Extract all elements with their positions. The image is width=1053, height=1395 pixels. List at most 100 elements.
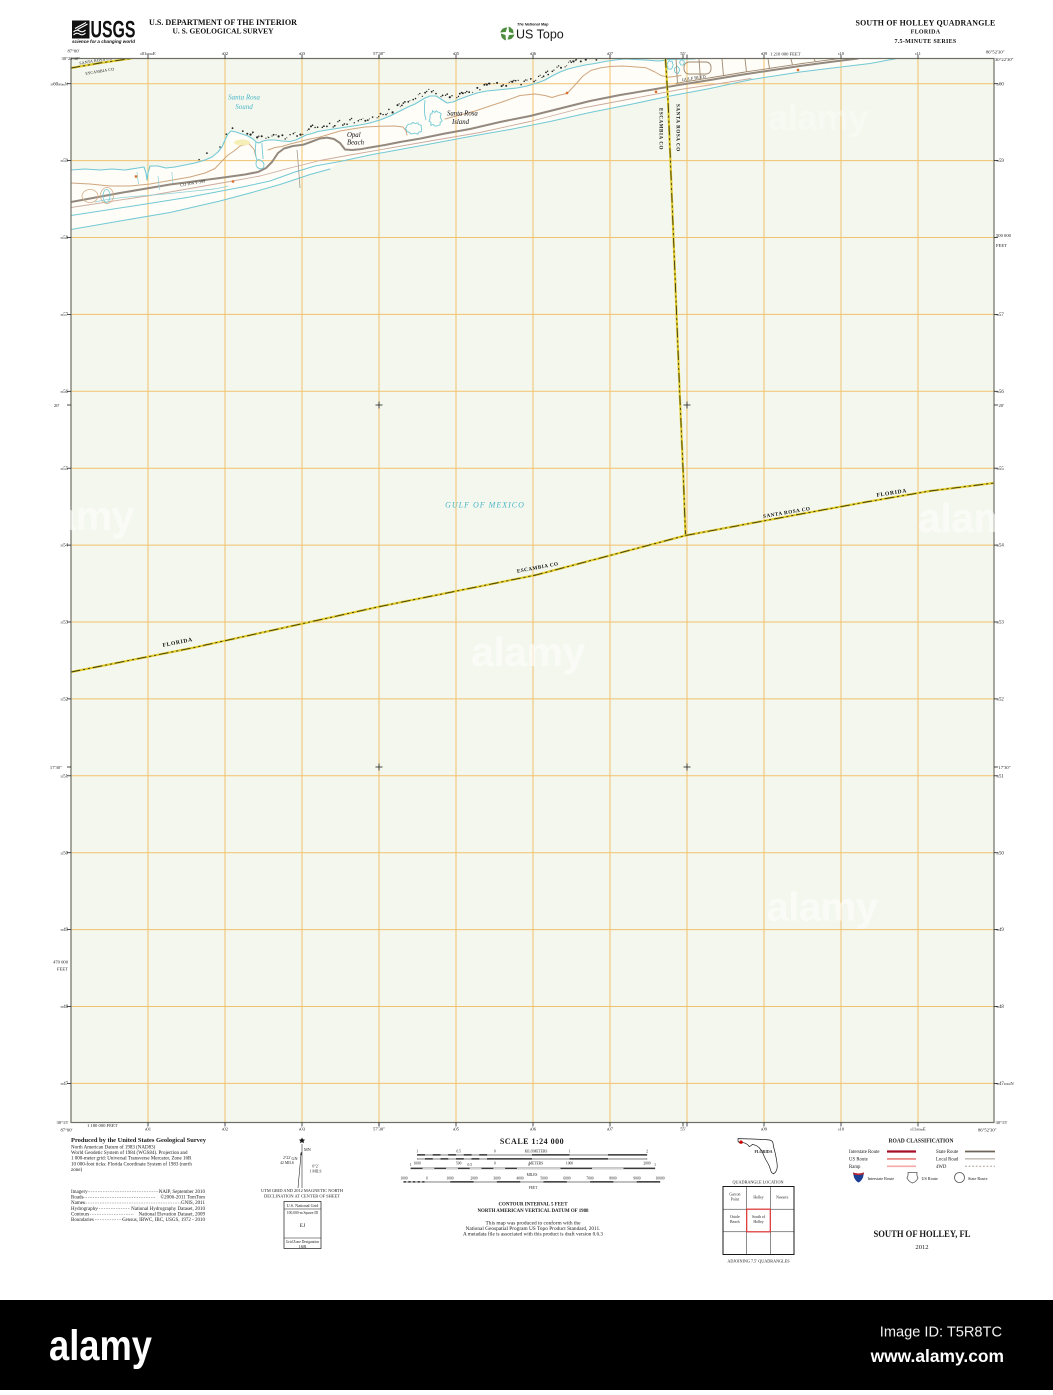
svg-text:3359: 3359 [60, 159, 68, 164]
svg-text:Holley: Holley [753, 1220, 763, 1224]
svg-text:0.5: 0.5 [468, 1163, 473, 1167]
svg-text:605: 605 [453, 51, 460, 56]
svg-text:USGS: USGS [91, 17, 136, 44]
svg-text:FLORIDA: FLORIDA [911, 30, 941, 36]
svg-text:602: 602 [222, 51, 229, 56]
svg-text:3353: 3353 [996, 621, 1004, 626]
svg-text:US Route: US Route [849, 1158, 868, 1163]
svg-text:57′30″: 57′30″ [373, 1127, 385, 1132]
svg-text:6000: 6000 [563, 1177, 570, 1181]
svg-text:©2006-2011 TomTom: ©2006-2011 TomTom [160, 1195, 205, 1201]
svg-text:State Route: State Route [936, 1150, 958, 1155]
svg-text:87°00′: 87°00′ [67, 49, 79, 54]
svg-text:1 MILS: 1 MILS [310, 1170, 322, 1174]
svg-text:FEET: FEET [996, 243, 1007, 248]
svg-text:0.5: 0.5 [456, 1150, 461, 1154]
svg-text:science for a changing world: science for a changing world [72, 39, 136, 45]
svg-text:3357: 3357 [996, 313, 1004, 318]
svg-text:500: 500 [456, 1162, 462, 1166]
svg-text:2°22′: 2°22′ [283, 1156, 291, 1160]
svg-text:606: 606 [530, 51, 537, 56]
svg-text:National Elevation Dataset, 20: National Elevation Dataset, 2009 [139, 1212, 206, 1217]
svg-text:GULF OF MEXICO: GULF OF MEXICO [445, 501, 525, 510]
svg-text:4000: 4000 [516, 1177, 523, 1181]
svg-text:3359: 3359 [996, 159, 1004, 164]
svg-text:NORTH AMERICAN VERTICAL DATUM: NORTH AMERICAN VERTICAL DATUM OF 1988 [478, 1208, 589, 1214]
svg-text:603: 603 [299, 1127, 306, 1132]
svg-text:3355: 3355 [60, 467, 68, 472]
svg-text:87°00′: 87°00′ [60, 1128, 72, 1133]
svg-text:10 000-foot ticks: Florida Coo: 10 000-foot ticks: Florida Coordinate Sy… [71, 1162, 192, 1167]
svg-text:Image ID: T5R8TC: Image ID: T5R8TC [880, 1325, 1002, 1341]
svg-text:7.5-MINUTE SERIES: 7.5-MINUTE SERIES [894, 39, 956, 45]
svg-text:Census, IBWC, IBC, USGS, 1972: Census, IBWC, IBC, USGS, 1972 - 2010 [122, 1218, 205, 1223]
svg-text:606: 606 [530, 1127, 537, 1132]
svg-text:3349: 3349 [60, 928, 68, 933]
svg-text:3348: 3348 [60, 1005, 68, 1010]
svg-text:1: 1 [416, 1150, 418, 1154]
svg-text:610: 610 [838, 51, 845, 56]
svg-text:0°2′: 0°2′ [312, 1165, 318, 1169]
svg-text:500 000: 500 000 [996, 233, 1012, 238]
svg-text:This map was produced to confo: This map was produced to conform with th… [486, 1222, 582, 1227]
svg-text:3354: 3354 [60, 544, 68, 549]
svg-text:alamy: alamy [20, 493, 134, 539]
svg-text:MILES: MILES [527, 1173, 538, 1177]
svg-text:U. S. GEOLOGICAL SURVEY: U. S. GEOLOGICAL SURVEY [173, 28, 275, 36]
svg-text:1 210 000 FEET: 1 210 000 FEET [770, 52, 801, 57]
svg-text:1: 1 [569, 1150, 571, 1154]
svg-text:30°22′30″: 30°22′30″ [61, 56, 80, 61]
svg-text:1000: 1000 [400, 1177, 407, 1181]
svg-text:SOUTH OF HOLLEY, FL: SOUTH OF HOLLEY, FL [874, 1229, 971, 1239]
svg-text:470 000: 470 000 [53, 960, 69, 965]
svg-text:17′30″: 17′30″ [50, 765, 62, 770]
svg-text:2: 2 [646, 1150, 648, 1154]
svg-text:Names: Names [71, 1201, 85, 1206]
svg-text:Oriole: Oriole [730, 1215, 740, 1219]
svg-text:ESCAMBIA CO: ESCAMBIA CO [658, 108, 663, 150]
svg-text:3349: 3349 [996, 928, 1004, 933]
svg-text:alamy: alamy [49, 1323, 152, 1370]
svg-text:7000: 7000 [586, 1177, 593, 1181]
svg-text:FEET: FEET [57, 967, 68, 972]
svg-text:3356: 3356 [60, 390, 68, 395]
svg-text:ROAD CLASSIFICATION: ROAD CLASSIFICATION [889, 1139, 955, 1145]
svg-text:3356: 3356 [996, 390, 1004, 395]
svg-text:55′: 55′ [680, 1127, 686, 1132]
svg-text:National Geospatial Program US: National Geospatial Program US Topo Prod… [466, 1227, 601, 1232]
svg-text:0: 0 [494, 1162, 496, 1166]
svg-text:0: 0 [528, 1163, 530, 1167]
svg-text:GULF BLVD: GULF BLVD [681, 74, 706, 83]
svg-text:607: 607 [607, 1127, 614, 1132]
svg-text:55′: 55′ [680, 51, 686, 56]
svg-text:3354: 3354 [996, 544, 1004, 549]
svg-text:Beach: Beach [347, 139, 365, 146]
svg-text:3353: 3353 [60, 621, 68, 626]
svg-text:Imagery: Imagery [71, 1190, 88, 1195]
svg-text:Island: Island [451, 119, 470, 126]
svg-text:3352: 3352 [60, 698, 68, 703]
svg-text:0: 0 [426, 1177, 428, 1181]
svg-text:3360: 3360 [996, 82, 1004, 87]
svg-text:30°22′30″: 30°22′30″ [995, 57, 1014, 62]
svg-text:607: 607 [607, 51, 614, 56]
svg-text:3357: 3357 [60, 313, 68, 318]
svg-text:57′30″: 57′30″ [373, 51, 385, 56]
svg-text:16R: 16R [299, 1244, 308, 1249]
svg-text:U.S. National Grid: U.S. National Grid [287, 1203, 320, 1208]
svg-text:1: 1 [654, 1163, 656, 1167]
svg-text:GNIS, 2011: GNIS, 2011 [181, 1201, 205, 1206]
svg-text:Holley: Holley [753, 1196, 763, 1200]
svg-text:Interstate Route: Interstate Route [868, 1176, 895, 1181]
svg-text:611000mE: 611000mE [910, 1127, 925, 1132]
svg-text:3352: 3352 [996, 698, 1004, 703]
svg-text:20′: 20′ [999, 403, 1005, 408]
svg-text:Ramp: Ramp [849, 1165, 861, 1170]
svg-text:3000: 3000 [493, 1177, 500, 1181]
svg-text:Santa Rosa: Santa Rosa [447, 111, 478, 118]
svg-text:86°52′30″: 86°52′30″ [986, 50, 1005, 55]
svg-text:Local Road: Local Road [936, 1158, 959, 1163]
svg-text:603: 603 [299, 51, 306, 56]
svg-text:CONTOUR INTERVAL 5 FEET: CONTOUR INTERVAL 5 FEET [499, 1202, 568, 1208]
svg-text:Point: Point [731, 1198, 740, 1202]
